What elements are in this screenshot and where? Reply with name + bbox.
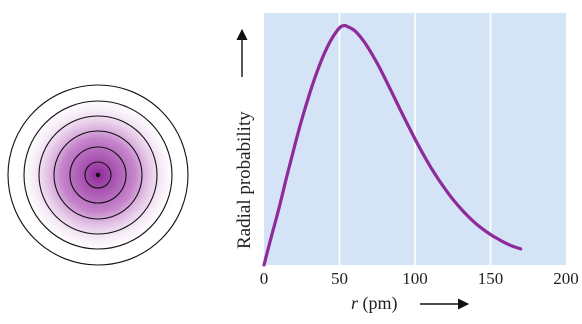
x-axis-label-var: r — [351, 293, 359, 313]
x-tick-label-100: 100 — [402, 269, 428, 288]
x-axis-label: r (pm) — [351, 293, 398, 314]
orbital-ring — [23, 100, 173, 250]
x-tick-label-0: 0 — [260, 269, 269, 288]
y-axis-label: Radial probability — [234, 111, 255, 249]
x-tick-labels: 0 50 100 150 200 — [260, 269, 579, 288]
orbital-diagram — [7, 84, 189, 266]
orbital-rings — [7, 84, 189, 266]
chart: 0 50 100 150 200 Radial probability r (pm) — [234, 13, 579, 314]
orbital-ring — [84, 161, 112, 189]
radial-probability-curve — [262, 23, 523, 267]
orbital-ring — [7, 84, 189, 266]
orbital-ring — [38, 115, 158, 235]
x-tick-label-50: 50 — [331, 269, 348, 288]
nucleus-dot — [95, 172, 101, 178]
x-tick-label-150: 150 — [478, 269, 504, 288]
x-tick-label-200: 200 — [553, 269, 579, 288]
x-axis-label-unit: (pm) — [358, 293, 398, 314]
orbital-ring — [69, 146, 127, 204]
orbital-ring — [53, 130, 143, 220]
